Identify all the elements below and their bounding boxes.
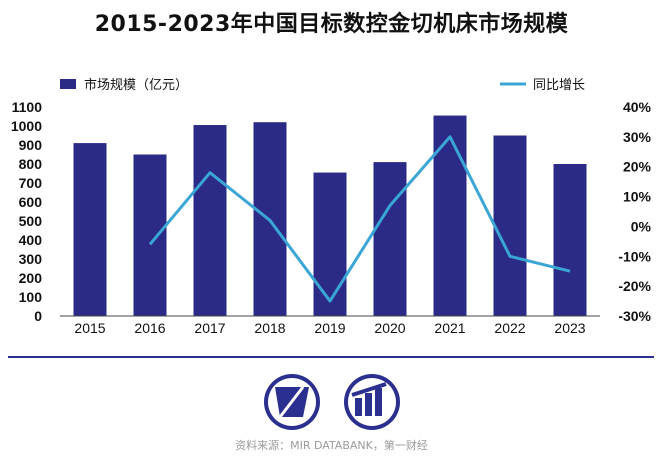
y-right-tick-label: 20% (623, 159, 652, 175)
y-right-tick-label: -10% (618, 248, 651, 264)
y-left-tick-label: 700 (19, 175, 43, 191)
y-left-tick-label: 300 (19, 251, 43, 267)
chart-title: 2015-2023年中国目标数控金切机床市场规模 (94, 12, 569, 37)
bar-2022 (493, 135, 527, 316)
x-tick-label: 2016 (134, 320, 165, 336)
tilted-panel-logo-icon (264, 374, 320, 430)
y-left-tick-label: 200 (19, 270, 43, 286)
y-right-tick-label: 30% (623, 129, 652, 145)
x-tick-label: 2017 (194, 320, 225, 336)
y-left-tick-label: 400 (19, 232, 43, 248)
bar-2020 (373, 162, 407, 316)
bar-2021 (433, 115, 467, 316)
x-tick-label: 2022 (494, 320, 525, 336)
chart-canvas: 市场规模（亿元） 同比增长 0 100 200 300 400 500 600 700 800 900… (11, 77, 652, 336)
y-left-tick-label: 800 (19, 156, 43, 172)
divider-line (8, 356, 654, 358)
y-left-tick-label: 100 (19, 289, 43, 305)
y-right-tick-label: 10% (623, 189, 652, 205)
x-tick-label: 2019 (314, 320, 345, 336)
y-right-tick-label: -30% (618, 308, 651, 324)
x-tick-label: 2018 (254, 320, 285, 336)
x-tick-label: 2023 (554, 320, 585, 336)
bar-2015 (73, 143, 107, 316)
y-left-tick-label: 1100 (12, 99, 43, 115)
y-right-tick-label: -20% (618, 278, 651, 294)
logo-group (264, 374, 400, 430)
x-tick-label: 2015 (74, 320, 105, 336)
bar-2016 (133, 154, 167, 316)
legend-line-label: 同比增长 (533, 77, 585, 92)
bar-2023 (553, 164, 587, 316)
x-tick-label: 2020 (374, 320, 405, 336)
y-left-tick-label: 1000 (11, 118, 42, 134)
y-left-tick-label: 500 (19, 213, 43, 229)
y-left-tick-label: 0 (34, 308, 42, 324)
bar-chart-logo-icon (344, 374, 400, 430)
y-right-tick-label: 0% (631, 218, 652, 234)
y-right-tick-label: 40% (623, 99, 652, 115)
y-left-tick-label: 900 (19, 137, 43, 153)
x-tick-label: 2021 (434, 320, 465, 336)
source-note: 资料来源：MIR DATABANK，第一财经 (235, 439, 428, 452)
bar-2019 (313, 172, 347, 316)
bar-2017 (193, 125, 227, 316)
y-left-tick-label: 600 (19, 194, 43, 210)
legend-bar-label: 市场规模（亿元） (84, 77, 188, 92)
legend-bar-swatch (60, 79, 76, 89)
growth-line (148, 135, 571, 303)
